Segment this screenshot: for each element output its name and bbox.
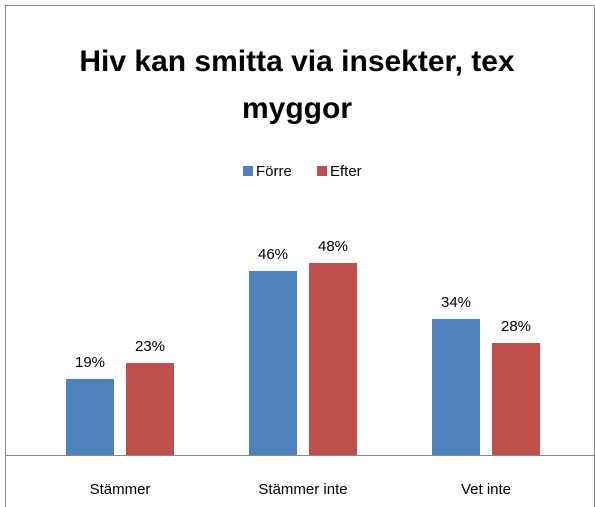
legend-swatch xyxy=(317,166,327,176)
bar xyxy=(66,379,114,455)
value-label: 23% xyxy=(135,338,165,355)
bar xyxy=(309,263,357,455)
legend-label: Förre xyxy=(256,163,292,180)
bar xyxy=(432,319,480,455)
value-label: 19% xyxy=(75,354,105,371)
x-tick-label: Stämmer xyxy=(90,481,151,498)
bar xyxy=(249,271,297,455)
x-tick-label: Vet inte xyxy=(461,481,511,498)
bar xyxy=(492,343,540,455)
chart-title: Hiv kan smitta via insekter, tex myggor xyxy=(79,45,515,125)
legend-label: Efter xyxy=(330,163,362,180)
value-label: 46% xyxy=(258,246,288,263)
value-label: 34% xyxy=(441,294,471,311)
x-tick-label: Stämmer inte xyxy=(258,481,347,498)
legend-swatch xyxy=(243,166,253,176)
value-label: 28% xyxy=(501,318,531,335)
bar xyxy=(126,363,174,455)
value-label: 48% xyxy=(318,238,348,255)
